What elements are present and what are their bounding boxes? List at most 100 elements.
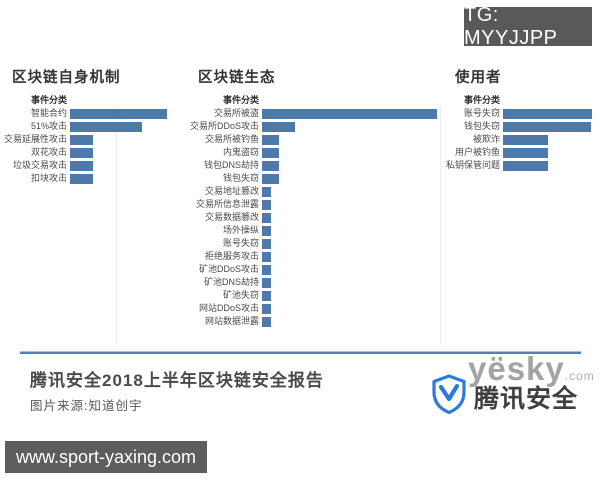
bar — [262, 238, 271, 249]
yesky-watermark: yësky.com — [468, 350, 595, 388]
chart-header-row: 事件分类 — [8, 94, 167, 107]
category-label: 矿池DDoS攻击 — [198, 264, 259, 274]
chart-row: 交易延展性攻击 — [3, 133, 167, 146]
site-url-badge: www.sport-yaxing.com — [5, 441, 207, 473]
grid-line — [116, 106, 117, 344]
chart-row: 扣块攻击 — [8, 172, 167, 185]
chart-group-ecosystem: 事件分类交易所被盗 交易所DDoS攻击交易所被钓鱼 内鬼盗窃钱包DNS劫持钱包失窃交… — [189, 94, 437, 328]
bar — [262, 173, 279, 184]
category-label: 拒绝服务攻击 — [204, 251, 259, 261]
bar — [503, 160, 548, 171]
chart-header-row: 事件分类 — [196, 94, 437, 107]
chart-row: 钱包失窃 — [196, 172, 437, 185]
category-label: 用户被钓鱼 — [454, 147, 500, 157]
category-label: 交易延展性攻击 — [3, 134, 67, 144]
bar — [70, 108, 167, 119]
bar — [262, 225, 271, 236]
column-header: 事件分类 — [30, 95, 67, 105]
chart-group-users: 事件分类账号失窃钱包失窃被欺诈用户被钓鱼私钥保管问题 — [442, 94, 592, 172]
chart-row: 交易数据篡改 — [196, 211, 437, 224]
bar — [262, 251, 271, 262]
chart-row: 交易所被盗 — [196, 107, 437, 120]
bar — [262, 147, 279, 158]
bar — [70, 173, 93, 184]
bar — [70, 121, 142, 132]
chart-row: 钱包DNS劫持 — [196, 159, 437, 172]
bar — [262, 277, 271, 288]
chart-row: 账号失窃 — [196, 237, 437, 250]
column-header: 事件分类 — [222, 95, 259, 105]
chart-row: 内鬼盗窃 — [196, 146, 437, 159]
report-title: 腾讯安全2018上半年区块链安全报告 — [30, 371, 324, 390]
logo-wordmark: 腾讯安全 — [474, 384, 579, 413]
category-label: 私钥保管问题 — [445, 160, 500, 170]
chart-row: 私钥保管问题 — [442, 159, 592, 172]
category-label: 钱包失窃 — [463, 121, 500, 131]
group-title-mechanism: 区块链自身机制 — [12, 70, 121, 86]
category-label: 账号失窃 — [463, 108, 500, 118]
column-header: 事件分类 — [463, 95, 500, 105]
group-title-ecosystem: 区块链生态 — [198, 70, 276, 86]
bar — [262, 264, 271, 275]
bar — [503, 121, 591, 132]
category-label: 交易所信息泄露 — [195, 199, 259, 209]
category-label: 垃圾交易攻击 — [12, 160, 67, 170]
category-label: 交易地址篡改 — [204, 186, 259, 196]
group-title-users: 使用者 — [455, 70, 502, 86]
chart-row: 交易地址篡改 — [196, 185, 437, 198]
bar — [262, 186, 271, 197]
category-label: 矿池DNS劫持 — [203, 277, 259, 287]
category-label: 网站DDoS攻击 — [198, 303, 259, 313]
chart-header-row: 事件分类 — [442, 94, 592, 107]
category-label: 网站数据泄露 — [204, 316, 259, 326]
chart-row: 智能合约 — [8, 107, 167, 120]
bar — [503, 147, 548, 158]
grid-line — [440, 106, 441, 344]
bar — [70, 147, 93, 158]
bar — [262, 290, 271, 301]
bar — [262, 212, 271, 223]
chart-row: 矿池DNS劫持 — [196, 276, 437, 289]
chart-row: 交易所被钓鱼 — [196, 133, 437, 146]
chart-row: 网站数据泄露 — [196, 315, 437, 328]
category-label: 钱包失窃 — [222, 173, 259, 183]
watermark-text: yësky — [468, 350, 565, 387]
bar — [262, 303, 271, 314]
category-label: 被欺诈 — [472, 134, 500, 144]
bar — [70, 160, 93, 171]
category-label: 交易所DDoS攻击 — [189, 121, 259, 131]
category-label: 钱包DNS劫持 — [203, 160, 259, 170]
chart-row: 矿池失窃 — [196, 289, 437, 302]
category-label: 交易数据篡改 — [204, 212, 259, 222]
tg-badge: TG: MYYJJPP — [464, 4, 592, 49]
chart-row: 场外操纵 — [196, 224, 437, 237]
chart-row: 矿池DDoS攻击 — [196, 263, 437, 276]
bar — [262, 121, 295, 132]
divider-line — [20, 351, 581, 354]
category-label: 矿池失窃 — [222, 290, 259, 300]
chart-row: 用户被钓鱼 — [442, 146, 592, 159]
bar — [262, 134, 279, 145]
tencent-security-logo: 腾讯安全 — [430, 374, 578, 419]
watermark-suffix: .com — [564, 369, 595, 383]
chart-row: 钱包失窃 — [442, 120, 592, 133]
category-label: 账号失窃 — [222, 238, 259, 248]
bar — [70, 134, 93, 145]
chart-row: 双花攻击 — [8, 146, 167, 159]
chart-row: 交易所信息泄露 — [196, 198, 437, 211]
chart-row: 拒绝服务攻击 — [196, 250, 437, 263]
category-label: 51%攻击 — [30, 121, 67, 131]
category-label: 内鬼盗窃 — [222, 147, 259, 157]
chart-group-mechanism: 事件分类智能合约 51%攻击交易延展性攻击双花攻击 垃圾交易攻击扣块攻击 — [3, 94, 167, 185]
bar — [262, 316, 271, 327]
chart-row: 网站DDoS攻击 — [196, 302, 437, 315]
chart-row: 垃圾交易攻击 — [8, 159, 167, 172]
image-source-caption: 图片来源:知道创宇 — [30, 399, 143, 413]
chart-row: 被欺诈 — [442, 133, 592, 146]
chart-row: 51%攻击 — [8, 120, 167, 133]
category-label: 场外操纵 — [222, 225, 259, 235]
shield-check-icon — [430, 374, 468, 419]
category-label: 智能合约 — [30, 108, 67, 118]
chart-row: 账号失窃 — [442, 107, 592, 120]
bar — [262, 160, 279, 171]
